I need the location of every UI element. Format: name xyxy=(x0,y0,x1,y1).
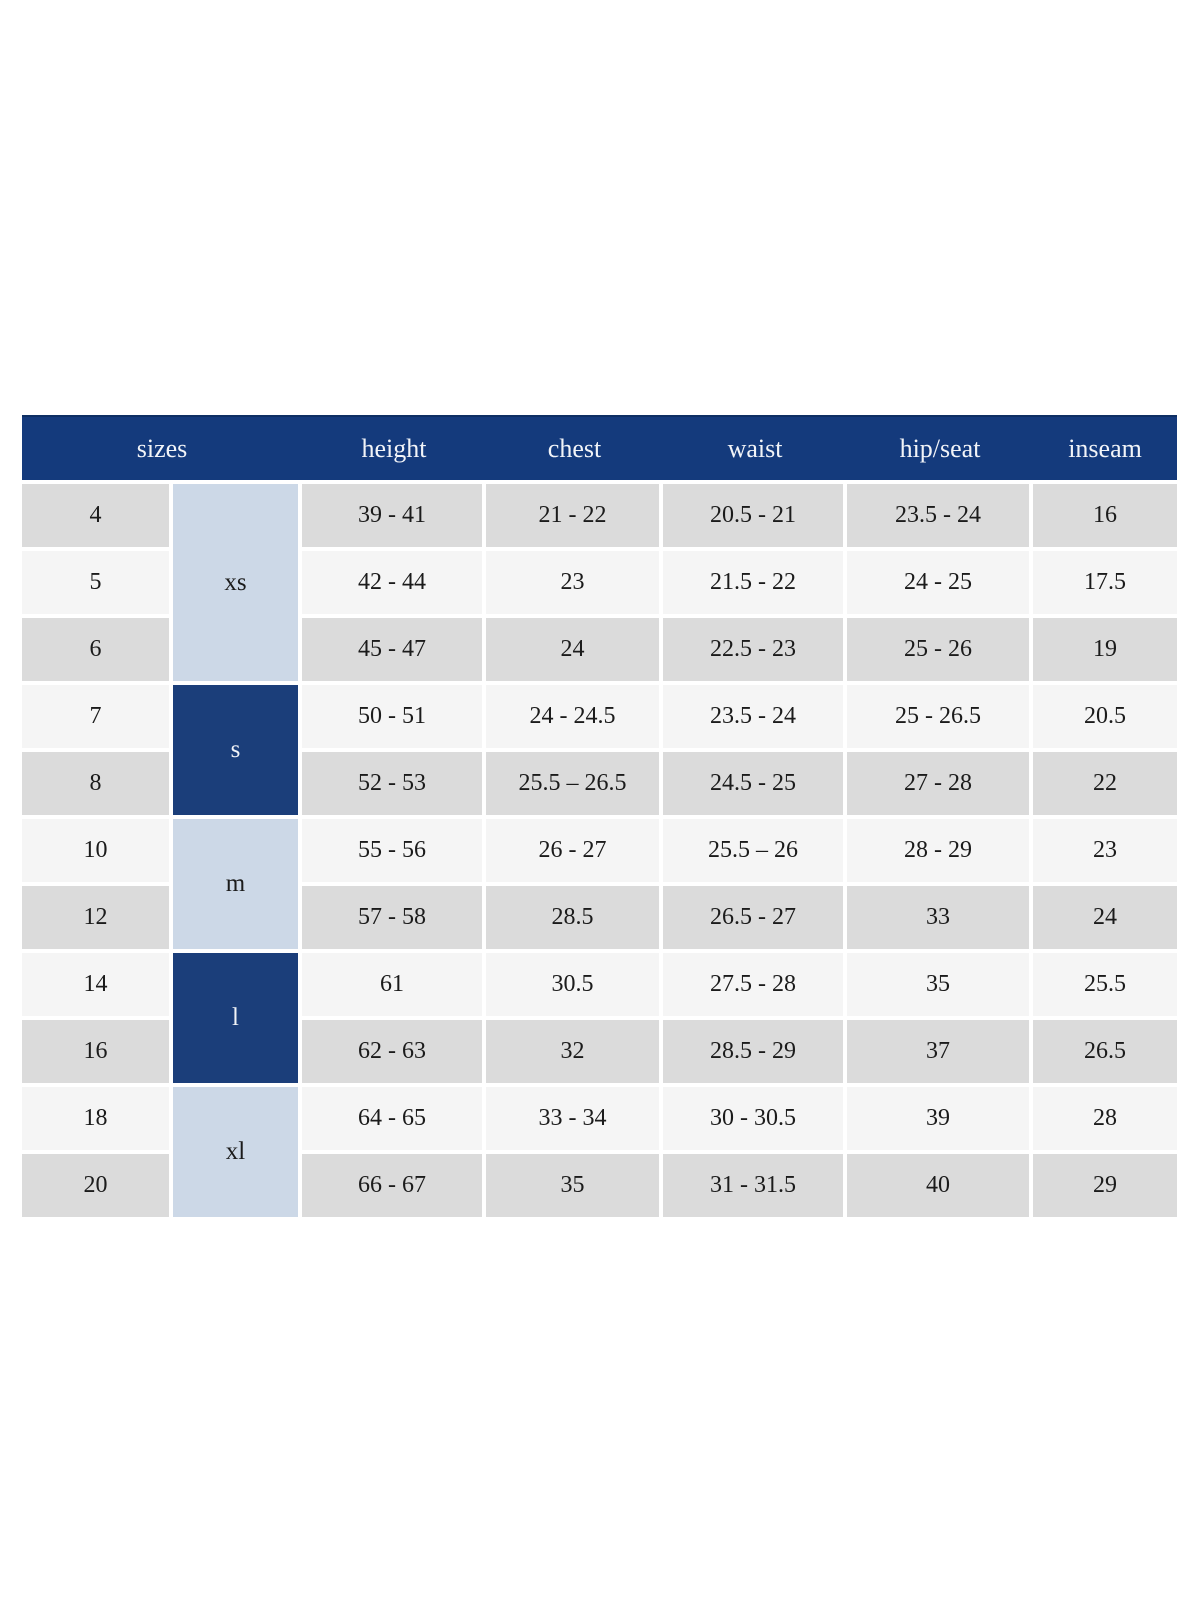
inseam-cell: 20.5 xyxy=(1033,685,1178,752)
size-cell: 7 xyxy=(22,685,173,752)
hip-seat-cell: 27 - 28 xyxy=(847,752,1034,819)
height-cell: 55 - 56 xyxy=(302,819,487,886)
height-cell: 66 - 67 xyxy=(302,1154,487,1221)
size-chart-table: sizes height chest waist hip/seat inseam… xyxy=(22,415,1178,1221)
hip-seat-cell: 33 xyxy=(847,886,1034,953)
chest-cell: 24 xyxy=(486,618,664,685)
chest-cell: 28.5 xyxy=(486,886,664,953)
chest-cell: 30.5 xyxy=(486,953,664,1020)
inseam-cell: 17.5 xyxy=(1033,551,1178,618)
waist-cell: 31 - 31.5 xyxy=(663,1154,848,1221)
column-header-sizes: sizes xyxy=(22,415,303,484)
height-cell: 50 - 51 xyxy=(302,685,487,752)
waist-cell: 25.5 – 26 xyxy=(663,819,848,886)
inseam-cell: 22 xyxy=(1033,752,1178,819)
height-cell: 57 - 58 xyxy=(302,886,487,953)
waist-cell: 24.5 - 25 xyxy=(663,752,848,819)
hip-seat-cell: 24 - 25 xyxy=(847,551,1034,618)
height-cell: 52 - 53 xyxy=(302,752,487,819)
hip-seat-cell: 28 - 29 xyxy=(847,819,1034,886)
table-body: 4 xs 39 - 41 21 - 22 20.5 - 21 23.5 - 24 16 5 42… xyxy=(22,484,1178,1221)
chest-cell: 26 - 27 xyxy=(486,819,664,886)
table-row: 10 m 55 - 56 26 - 27 25.5 – 26 28 - 29 23 xyxy=(22,819,1178,953)
height-cell: 62 - 63 xyxy=(302,1020,487,1087)
waist-cell: 26.5 - 27 xyxy=(663,886,848,953)
table-row: 14 l 61 30.5 27.5 - 28 35 25.5 xyxy=(22,953,1178,1087)
hip-seat-cell: 37 xyxy=(847,1020,1034,1087)
size-cell: 18 xyxy=(22,1087,173,1154)
hip-seat-cell: 23.5 - 24 xyxy=(847,484,1034,551)
column-header-inseam: inseam xyxy=(1033,415,1178,484)
inseam-cell: 29 xyxy=(1033,1154,1178,1221)
column-header-chest: chest xyxy=(486,415,664,484)
inseam-cell: 28 xyxy=(1033,1087,1178,1154)
chest-cell: 21 - 22 xyxy=(486,484,664,551)
size-cell: 4 xyxy=(22,484,173,551)
inseam-cell: 19 xyxy=(1033,618,1178,685)
height-cell: 45 - 47 xyxy=(302,618,487,685)
size-cell: 6 xyxy=(22,618,173,685)
size-cell: 16 xyxy=(22,1020,173,1087)
size-group-cell-m: m xyxy=(173,819,303,953)
table-row: 18 xl 64 - 65 33 - 34 30 - 30.5 39 28 xyxy=(22,1087,1178,1221)
size-group-cell-s: s xyxy=(173,685,303,819)
table-row: 7 s 50 - 51 24 - 24.5 23.5 - 24 25 - 26.5 20.5 xyxy=(22,685,1178,819)
height-cell: 39 - 41 xyxy=(302,484,487,551)
chest-cell: 35 xyxy=(486,1154,664,1221)
size-cell: 10 xyxy=(22,819,173,886)
table-row: 16 62 - 63 32 28.5 - 29 37 26.5 xyxy=(22,1020,1178,1087)
waist-cell: 28.5 - 29 xyxy=(663,1020,848,1087)
height-cell: 64 - 65 xyxy=(302,1087,487,1154)
header-row: sizes height chest waist hip/seat inseam xyxy=(22,415,1178,484)
size-group-cell-xs: xs xyxy=(173,484,303,685)
height-cell: 42 - 44 xyxy=(302,551,487,618)
size-cell: 5 xyxy=(22,551,173,618)
table-row: 6 45 - 47 24 22.5 - 23 25 - 26 19 xyxy=(22,618,1178,685)
waist-cell: 22.5 - 23 xyxy=(663,618,848,685)
hip-seat-cell: 25 - 26.5 xyxy=(847,685,1034,752)
table-row: 8 52 - 53 25.5 – 26.5 24.5 - 25 27 - 28 22 xyxy=(22,752,1178,819)
chest-cell: 25.5 – 26.5 xyxy=(486,752,664,819)
hip-seat-cell: 40 xyxy=(847,1154,1034,1221)
inseam-cell: 23 xyxy=(1033,819,1178,886)
hip-seat-cell: 35 xyxy=(847,953,1034,1020)
waist-cell: 30 - 30.5 xyxy=(663,1087,848,1154)
inseam-cell: 16 xyxy=(1033,484,1178,551)
size-group-cell-xl: xl xyxy=(173,1087,303,1221)
inseam-cell: 24 xyxy=(1033,886,1178,953)
hip-seat-cell: 39 xyxy=(847,1087,1034,1154)
table-row: 4 xs 39 - 41 21 - 22 20.5 - 21 23.5 - 24 16 xyxy=(22,484,1178,685)
waist-cell: 27.5 - 28 xyxy=(663,953,848,1020)
waist-cell: 21.5 - 22 xyxy=(663,551,848,618)
chest-cell: 32 xyxy=(486,1020,664,1087)
inseam-cell: 25.5 xyxy=(1033,953,1178,1020)
waist-cell: 20.5 - 21 xyxy=(663,484,848,551)
inseam-cell: 26.5 xyxy=(1033,1020,1178,1087)
table-row: 12 57 - 58 28.5 26.5 - 27 33 24 xyxy=(22,886,1178,953)
hip-seat-cell: 25 - 26 xyxy=(847,618,1034,685)
chest-cell: 24 - 24.5 xyxy=(486,685,664,752)
table-row: 20 66 - 67 35 31 - 31.5 40 29 xyxy=(22,1154,1178,1221)
column-header-waist: waist xyxy=(663,415,848,484)
size-cell: 20 xyxy=(22,1154,173,1221)
size-group-cell-l: l xyxy=(173,953,303,1087)
size-cell: 14 xyxy=(22,953,173,1020)
waist-cell: 23.5 - 24 xyxy=(663,685,848,752)
size-cell: 8 xyxy=(22,752,173,819)
table-row: 5 42 - 44 23 21.5 - 22 24 - 25 17.5 xyxy=(22,551,1178,618)
chest-cell: 33 - 34 xyxy=(486,1087,664,1154)
column-header-height: height xyxy=(302,415,487,484)
size-cell: 12 xyxy=(22,886,173,953)
chest-cell: 23 xyxy=(486,551,664,618)
height-cell: 61 xyxy=(302,953,487,1020)
column-header-hip-seat: hip/seat xyxy=(847,415,1034,484)
